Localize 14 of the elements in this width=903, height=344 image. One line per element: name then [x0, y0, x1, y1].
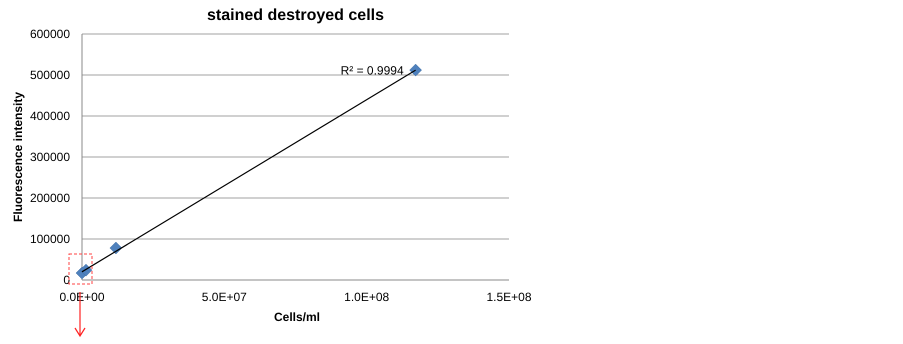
y-tick-label: 400000	[30, 109, 70, 124]
y-tick-label: 500000	[30, 68, 70, 82]
y-tick-label: 200000	[30, 191, 70, 206]
y-tick-label: 600000	[30, 27, 70, 42]
chart-title: stained destroyed cells	[207, 7, 384, 24]
x-tick-label: 1.0E+08	[344, 290, 390, 304]
x-tick-label: 5.0E+07	[202, 290, 248, 304]
point	[409, 64, 422, 76]
annotation: R² = 0.9994	[340, 63, 404, 78]
y-tick-label: 100000	[30, 232, 70, 246]
x-tick-label: 1.5E+08	[486, 290, 532, 304]
y-tick-label: 300000	[30, 150, 70, 164]
y-axis-title: Fluorescence intensity	[11, 92, 25, 222]
x-axis-title: Cells/ml	[274, 310, 320, 324]
